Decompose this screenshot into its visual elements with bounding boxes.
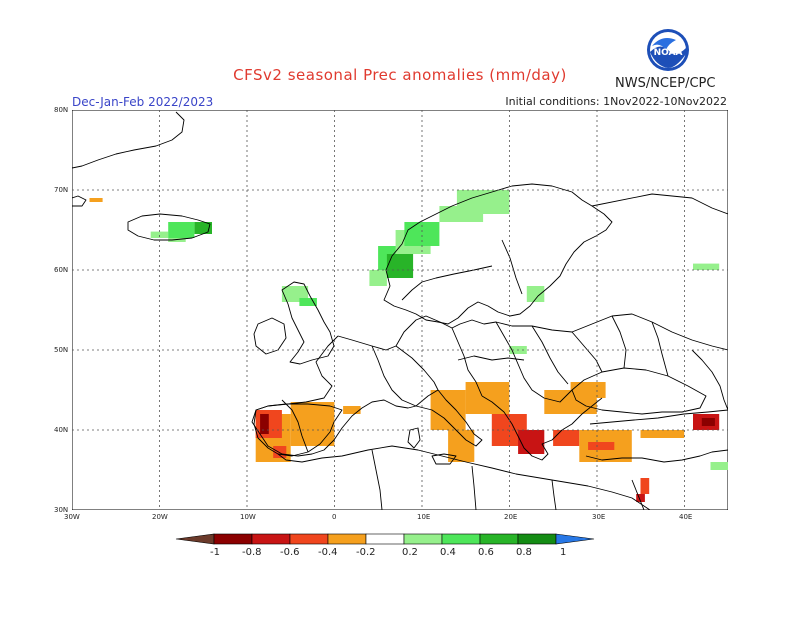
legend-label: -0.4 <box>318 547 338 558</box>
lat-label: 70N <box>54 186 69 194</box>
legend-swatch <box>289 533 329 545</box>
anomaly-cell <box>150 231 169 238</box>
lat-label: 50N <box>54 346 69 354</box>
anomaly-cell <box>701 418 715 426</box>
anomaly-cell <box>89 198 103 202</box>
anomaly-cell <box>640 430 685 438</box>
chart-title: CFSv2 seasonal Prec anomalies (mm/day) <box>233 66 567 84</box>
anomaly-cell <box>260 414 269 434</box>
legend-arrow-low <box>175 533 215 545</box>
anomaly-cell <box>518 430 545 454</box>
legend-label: 0.8 <box>516 547 532 558</box>
legend-label: 1 <box>560 547 567 558</box>
forecast-period: Dec-Jan-Feb 2022/2023 <box>72 95 214 109</box>
anomaly-cell <box>693 263 720 270</box>
lat-label: 80N <box>54 106 69 114</box>
legend-label: 0.4 <box>440 547 456 558</box>
lon-label: 40E <box>679 513 693 521</box>
anomaly-cell <box>194 222 212 234</box>
legend-swatch <box>403 533 443 545</box>
lon-label: 20W <box>152 513 168 521</box>
anomaly-cell <box>430 390 466 430</box>
lat-label: 60N <box>54 266 69 274</box>
legend-label: -1 <box>210 547 220 558</box>
anomaly-cell <box>299 298 317 306</box>
noaa-logo: NOAA <box>647 29 689 71</box>
legend-arrow-high <box>555 533 595 545</box>
coastlines <box>72 111 728 510</box>
lat-label: 30N <box>54 506 69 514</box>
anomaly-cell <box>456 190 510 214</box>
lon-label: 10W <box>240 513 256 521</box>
legend-swatch <box>517 533 557 545</box>
initial-conditions: Initial conditions: 1Nov2022-10Nov2022 <box>505 95 727 108</box>
legend-label: -0.6 <box>280 547 300 558</box>
legend-label: 0.6 <box>478 547 494 558</box>
legend-label: 0.2 <box>402 547 418 558</box>
anomaly-cell <box>636 494 645 502</box>
anomaly-cell <box>570 382 606 398</box>
graticule <box>72 110 728 510</box>
legend-label: -0.8 <box>242 547 262 558</box>
legend-swatch <box>213 533 253 545</box>
lon-label: 30W <box>64 513 80 521</box>
forecast-map <box>72 110 728 510</box>
legend-label: -0.2 <box>356 547 376 558</box>
anomaly-cell <box>465 382 510 414</box>
anomaly-cell <box>553 430 580 446</box>
lon-label: 20E <box>504 513 518 521</box>
legend-swatch <box>365 533 405 545</box>
lon-label: 0 <box>332 513 337 521</box>
anomaly-cell <box>168 222 195 238</box>
legend-swatch <box>441 533 481 545</box>
legend-swatch <box>479 533 519 545</box>
color-legend <box>175 533 595 545</box>
anomaly-cell <box>369 270 387 286</box>
agency-label: NWS/NCEP/CPC <box>615 76 716 91</box>
anomaly-cell <box>168 238 186 242</box>
anomaly-cell <box>290 402 335 446</box>
anomaly-cell <box>343 406 361 414</box>
anomaly-cell <box>588 442 615 450</box>
lat-label: 40N <box>54 426 69 434</box>
svg-text:NOAA: NOAA <box>654 48 683 58</box>
lon-label: 30E <box>592 513 606 521</box>
anomaly-cell <box>710 462 728 470</box>
legend-swatch <box>327 533 367 545</box>
legend-swatch <box>251 533 291 545</box>
lon-label: 10E <box>417 513 431 521</box>
anomaly-cell <box>526 286 545 302</box>
anomaly-cell <box>640 478 650 494</box>
